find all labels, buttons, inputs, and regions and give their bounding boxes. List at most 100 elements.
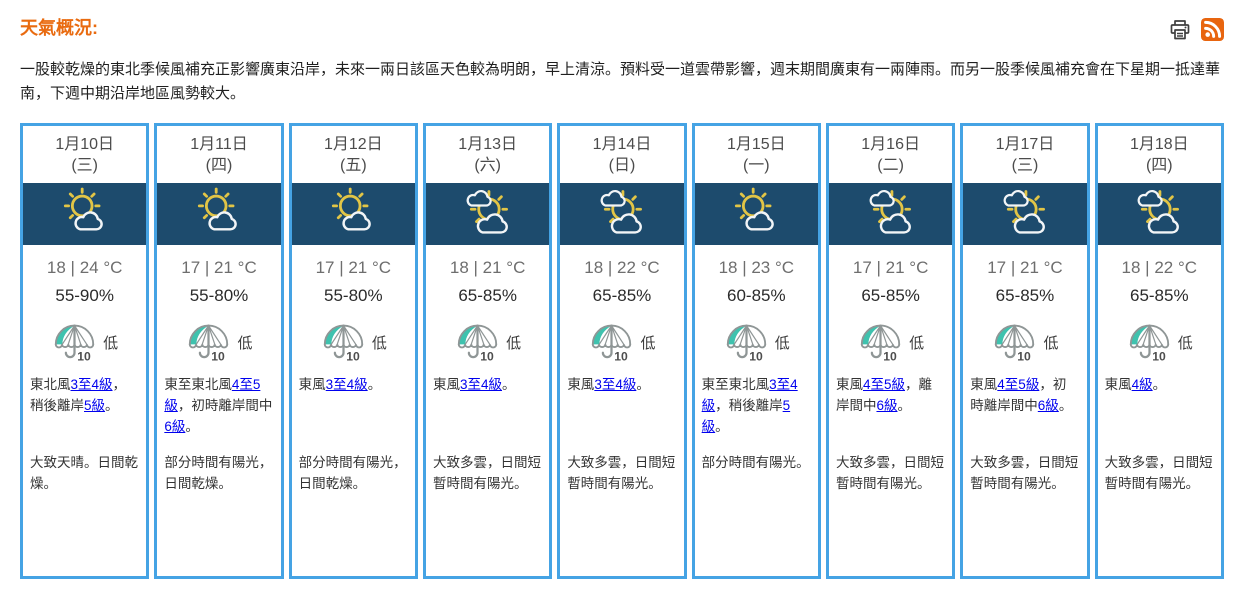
rain-probability: 10 低 — [1098, 318, 1221, 366]
weather-description: 部分時間有陽光，日間乾燥。 — [164, 455, 273, 491]
humidity-range: 55-80% — [189, 286, 249, 305]
forecast-card: 1月10日 (三) 18 | 24 °C 55-90% 10 低 東北風3至4級… — [20, 123, 150, 579]
wind-text: 東風 — [298, 377, 326, 392]
weather-icon-band — [828, 183, 953, 245]
wind-force-link[interactable]: 3至4級 — [325, 377, 368, 392]
temperature-range: 18 | 24 °C — [46, 258, 123, 277]
wind-text: 。 — [1152, 377, 1167, 392]
rain-probability: 10 低 — [157, 318, 280, 366]
wind-force-link[interactable]: 4至5級 — [164, 377, 261, 413]
wind-text: 。 — [367, 377, 382, 392]
rain-probability: 10 低 — [23, 318, 146, 366]
wind-force-link[interactable]: 6級 — [1037, 398, 1059, 413]
psr-days-value: 10 — [480, 349, 494, 363]
wind-force-link[interactable]: 5級 — [701, 398, 791, 434]
date-text: 1月12日 — [323, 135, 383, 153]
mostly-sunny-icon — [726, 187, 786, 241]
wind-force-link[interactable]: 4級 — [1131, 377, 1153, 392]
forecast-date: 1月12日 (五) — [292, 126, 415, 183]
forecast-date: 1月18日 (四) — [1098, 126, 1221, 183]
wind-force-link[interactable]: 3至4級 — [594, 377, 637, 392]
date-text: 1月15日 — [726, 135, 786, 153]
humidity-range: 55-90% — [55, 286, 114, 305]
weather-icon-band — [694, 183, 818, 245]
forecast-card: 1月12日 (五) 17 | 21 °C 55-80% 10 低 東風3至4級。… — [288, 123, 418, 579]
temperature-range: 18 | 23 °C — [718, 258, 795, 277]
temperature-range: 17 | 21 °C — [987, 258, 1063, 277]
weather-icon-band — [425, 183, 550, 245]
sunny-intervals-icon — [1129, 186, 1189, 243]
wind-text: ，稍後離岸 — [715, 398, 783, 413]
psr-level-label: 低 — [1043, 334, 1059, 352]
forecast-card: 1月16日 (二) 17 | 21 °C 65-85% 10 低 東風4至5級，… — [825, 123, 956, 579]
umbrella-icon: 10 — [457, 324, 498, 363]
wind-text: 。 — [185, 419, 199, 434]
wind-force-link[interactable]: 6級 — [164, 419, 186, 434]
top-icons — [1168, 14, 1224, 41]
weather-description: 部分時間有陽光，日間乾燥。 — [298, 455, 407, 491]
wind-forecast: 東至東北風4至5級，初時離岸間中 6級。 — [157, 366, 280, 444]
forecast-card: 1月15日 (一) 18 | 23 °C 60-85% 10 低 東至東北風3至… — [691, 123, 821, 579]
mostly-sunny-icon — [323, 187, 383, 241]
wind-force-link[interactable]: 4至5級 — [997, 377, 1040, 392]
forecast-date: 1月10日 (三) — [23, 126, 146, 183]
psr-days-value: 10 — [346, 349, 360, 363]
psr-days-value: 10 — [1152, 349, 1166, 363]
wind-force-link[interactable]: 6級 — [876, 398, 898, 413]
psr-days-value: 10 — [212, 349, 226, 363]
rain-probability: 10 低 — [829, 318, 952, 366]
mostly-sunny-icon — [189, 187, 249, 241]
date-text: 1月18日 — [1129, 135, 1189, 153]
wind-force-link[interactable]: 4至5級 — [862, 377, 905, 392]
humidity-range: 65-85% — [1129, 286, 1189, 305]
wind-force-link[interactable]: 3至4級 — [459, 377, 503, 392]
weekday-text: (五) — [339, 156, 367, 174]
rss-icon[interactable] — [1201, 18, 1224, 41]
wind-force-link[interactable]: 3至4級 — [701, 377, 798, 413]
weekday-text: (三) — [1011, 156, 1039, 174]
printer-icon[interactable] — [1168, 19, 1192, 41]
sunny-intervals-icon — [592, 186, 652, 243]
weather-icon-band — [157, 183, 281, 245]
forecast-card: 1月14日 (日) 18 | 22 °C 65-85% 10 低 東風3至4級。… — [557, 123, 687, 579]
weather-description: 大致多雲，日間短暫時間有陽光。 — [970, 455, 1079, 491]
wind-text: 東風 — [567, 377, 595, 392]
wind-forecast: 東風4至5級，離岸間中6級。 — [829, 366, 952, 444]
psr-level-label: 低 — [1177, 334, 1193, 352]
weather-icon-band — [23, 183, 147, 245]
forecast-card: 1月11日 (四) 17 | 21 °C 55-80% 10 低 東至東北風4至… — [154, 123, 284, 579]
umbrella-icon: 10 — [726, 324, 766, 363]
psr-level-label: 低 — [909, 334, 925, 352]
psr-level-label: 低 — [506, 334, 522, 352]
weather-description: 大致天晴。日間乾燥。 — [30, 455, 138, 491]
wind-text: 東風 — [970, 377, 998, 392]
weather-description: 大致多雲，日間短暫時間有陽光。 — [1104, 455, 1213, 491]
wind-text: ，離岸間中 — [835, 377, 932, 413]
humidity-range: 65-85% — [995, 286, 1055, 305]
wind-force-link[interactable]: 3至4級 — [70, 377, 113, 392]
date-text: 1月13日 — [458, 135, 517, 153]
psr-days-value: 10 — [883, 349, 897, 363]
weekday-text: (二) — [877, 156, 904, 174]
umbrella-icon: 10 — [323, 324, 363, 363]
psr-level-label: 低 — [774, 334, 790, 352]
forecast-date: 1月17日 (三) — [963, 126, 1086, 183]
forecast-date: 1月14日 (日) — [560, 126, 683, 183]
temperature-range: 18 | 21 °C — [449, 258, 526, 277]
weekday-text: (日) — [608, 156, 636, 174]
temperature-range: 18 | 22 °C — [1121, 258, 1198, 277]
rain-probability: 10 低 — [560, 318, 683, 366]
rain-probability: 10 低 — [426, 318, 549, 366]
wind-forecast: 東風4至5級，初時離岸間中6級。 — [963, 366, 1086, 444]
wind-force-link[interactable]: 5級 — [84, 398, 106, 413]
wind-text: 東風 — [835, 377, 863, 392]
wind-text: ，初時離岸間中 — [970, 377, 1067, 413]
psr-days-value: 10 — [615, 349, 629, 363]
forecast-date: 1月13日 (六) — [426, 126, 549, 183]
weather-icon-band — [1097, 183, 1221, 245]
wind-text: 東風 — [1104, 377, 1132, 392]
rain-probability: 10 低 — [963, 318, 1086, 366]
umbrella-icon: 10 — [189, 324, 229, 363]
wind-forecast: 東風3至4級。 — [426, 366, 549, 444]
weather-icon-band — [560, 183, 684, 245]
